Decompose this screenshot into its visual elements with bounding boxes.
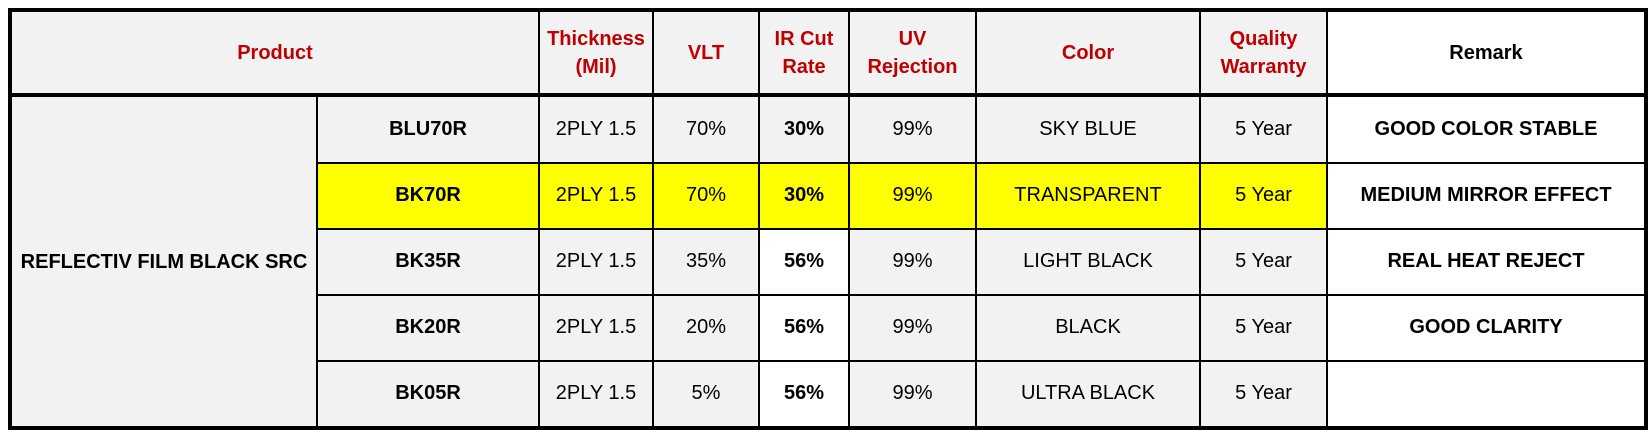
vlt-cell: 35% [652,227,760,296]
product-category: REFLECTIV FILM BLACK SRC [9,94,318,429]
thickness-cell: 2PLY 1.5 [538,293,654,362]
ir-cut-cell: 30% [758,94,850,164]
model-cell: BK20R [316,293,540,362]
thickness-cell: 2PLY 1.5 [538,161,654,230]
header-quality-warranty: Quality Warranty [1199,8,1328,98]
thickness-cell: 2PLY 1.5 [538,94,654,164]
uv-cell: 99% [848,227,977,296]
header-thickness: Thickness (Mil) [538,8,654,98]
model-cell: BK70R [316,161,540,230]
model-cell: BK35R [316,227,540,296]
remark-cell: GOOD CLARITY [1326,293,1647,362]
table-row: BK20R 2PLY 1.5 20% 56% 99% BLACK 5 Year … [10,293,1647,362]
header-remark: Remark [1326,8,1647,98]
header-row: Product Thickness (Mil) VLT IR Cut Rate … [9,8,1647,98]
vlt-cell: 5% [652,359,760,430]
table-row: BK05R 2PLY 1.5 5% 56% 99% ULTRA BLACK 5 … [10,359,1647,430]
vlt-cell: 70% [652,94,760,164]
header-color: Color [975,8,1201,98]
remark-cell: GOOD COLOR STABLE [1326,94,1647,164]
model-cell: BLU70R [316,94,540,164]
uv-cell: 99% [848,161,977,230]
color-cell: TRANSPARENT [975,161,1201,230]
table-row: REFLECTIV FILM BLACK SRC BLU70R 2PLY 1.5… [9,94,1647,429]
header-vlt: VLT [652,8,760,98]
remark-cell [1326,359,1647,430]
warranty-cell: 5 Year [1199,293,1328,362]
remark-cell: MEDIUM MIRROR EFFECT [1326,161,1647,230]
remark-cell: REAL HEAT REJECT [1326,227,1647,296]
color-cell: SKY BLUE [975,94,1201,164]
ir-cut-cell: 56% [758,359,850,430]
uv-cell: 99% [848,359,977,430]
ir-cut-cell: 30% [758,161,850,230]
warranty-cell: 5 Year [1199,161,1328,230]
ir-cut-cell: 56% [758,293,850,362]
warranty-cell: 5 Year [1199,94,1328,164]
table-row-highlighted: BK70R 2PLY 1.5 70% 30% 99% TRANSPARENT 5… [10,161,1647,230]
spec-table-container: Product Thickness (Mil) VLT IR Cut Rate … [8,8,1648,430]
header-product: Product [9,8,540,98]
table-row: BK35R 2PLY 1.5 35% 56% 99% LIGHT BLACK 5… [10,227,1647,296]
thickness-cell: 2PLY 1.5 [538,227,654,296]
color-cell: BLACK [975,293,1201,362]
vlt-cell: 70% [652,161,760,230]
uv-cell: 99% [848,94,977,164]
ir-cut-cell: 56% [758,227,850,296]
color-cell: LIGHT BLACK [975,227,1201,296]
color-cell: ULTRA BLACK [975,359,1201,430]
warranty-cell: 5 Year [1199,227,1328,296]
header-ir-cut-rate: IR Cut Rate [758,8,850,98]
thickness-cell: 2PLY 1.5 [538,359,654,430]
uv-cell: 99% [848,293,977,362]
warranty-cell: 5 Year [1199,359,1328,430]
header-uv-rejection: UV Rejection [848,8,977,98]
product-spec-table: Product Thickness (Mil) VLT IR Cut Rate … [8,8,1648,430]
model-cell: BK05R [316,359,540,430]
vlt-cell: 20% [652,293,760,362]
